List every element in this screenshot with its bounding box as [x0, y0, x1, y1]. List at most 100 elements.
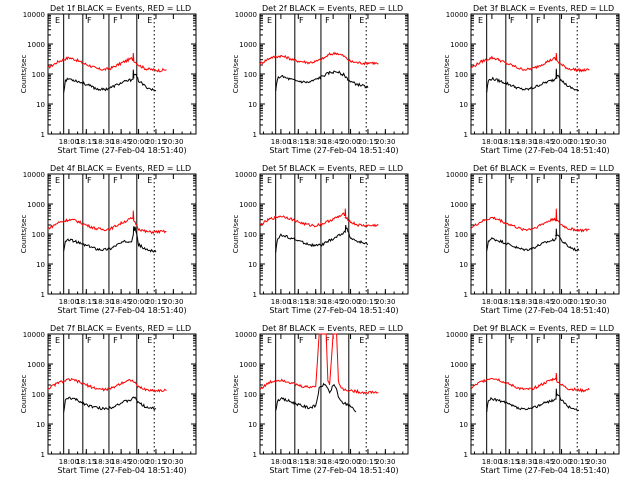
x-tick-label: 18:00 [271, 298, 291, 306]
flag-label: E [55, 336, 60, 345]
x-tick-label: 20:30 [586, 138, 606, 146]
y-tick-label: 10 [459, 421, 468, 429]
x-tick-label: 20:15 [569, 298, 589, 306]
x-tick-label: 18:15 [288, 138, 308, 146]
y-axis-label: Counts/sec [20, 215, 28, 254]
plot-frame [259, 173, 409, 295]
flag-label: E [478, 336, 483, 345]
y-tick-label: 1 [253, 451, 257, 459]
lld-series-line [259, 51, 379, 66]
flag-label: E [478, 176, 483, 185]
x-tick-label: 18:30 [306, 138, 326, 146]
y-tick-label: 1000 [239, 361, 257, 369]
y-tick-label: 1000 [450, 41, 468, 49]
x-tick-label: 20:15 [569, 458, 589, 466]
y-tick-label: 10 [248, 101, 257, 109]
flag-label: F [87, 176, 92, 185]
panel-title: Det 3f BLACK = Events, RED = LLD [473, 4, 614, 13]
y-tick-label: 100 [244, 71, 257, 79]
y-tick-label: 10 [459, 261, 468, 269]
y-tick-label: 10000 [23, 171, 45, 179]
flag-label: E [267, 16, 272, 25]
y-tick-label: 10000 [446, 331, 468, 339]
panel-4: 1 10 100 1000 10000 18:0018:1518:3018:4520:00… [20, 164, 197, 315]
y-tick-label: 10000 [235, 331, 257, 339]
y-tick-label: 1000 [27, 201, 45, 209]
events-series-line [486, 68, 579, 93]
events-series-line [275, 382, 357, 413]
x-tick-label: 20:00 [340, 298, 360, 306]
flag-label: E [478, 16, 483, 25]
y-tick-label: 100 [32, 71, 45, 79]
y-tick-label: 1000 [450, 361, 468, 369]
flag-label: F [113, 176, 118, 185]
x-tick-label: 20:15 [358, 138, 378, 146]
y-tick-label: 10 [36, 261, 45, 269]
y-tick-label: 10000 [446, 11, 468, 19]
x-tick-label: 18:45 [111, 138, 131, 146]
y-tick-label: 1000 [239, 201, 257, 209]
flag-label: E [55, 16, 60, 25]
x-tick-label: 18:45 [534, 458, 554, 466]
x-tick-label: 18:00 [271, 138, 291, 146]
y-tick-label: 1 [253, 131, 257, 139]
y-axis-label: Counts/sec [232, 375, 240, 414]
x-tick-label: 18:45 [323, 138, 343, 146]
x-tick-label: 20:15 [146, 458, 166, 466]
y-tick-label: 1000 [239, 41, 257, 49]
x-axis-label: Start Time (27-Feb-04 18:51:40) [480, 146, 609, 155]
y-tick-label: 100 [244, 231, 257, 239]
x-tick-label: 18:45 [534, 138, 554, 146]
events-series-line [486, 228, 580, 252]
y-tick-label: 100 [32, 231, 45, 239]
x-axis-label: Start Time (27-Feb-04 18:51:40) [480, 306, 609, 315]
x-tick-label: 20:30 [586, 298, 606, 306]
plot-frame [47, 13, 197, 135]
y-axis-label: Counts/sec [20, 375, 28, 414]
plot-frame [259, 13, 409, 135]
x-tick-label: 20:30 [586, 458, 606, 466]
x-axis-label: Start Time (27-Feb-04 18:51:40) [57, 146, 186, 155]
flag-label: E [267, 176, 272, 185]
plot-frame [47, 173, 197, 295]
flag-label: F [510, 176, 515, 185]
y-tick-label: 10 [459, 101, 468, 109]
flag-label: F [87, 16, 92, 25]
panel-title: Det 8f BLACK = Events, RED = LLD [262, 324, 403, 333]
x-tick-label: 18:30 [94, 458, 114, 466]
panel-2: 1 10 100 1000 10000 18:0018:1518:3018:4520:00… [232, 4, 409, 155]
y-axis-label: Counts/sec [232, 55, 240, 94]
x-tick-label: 18:15 [76, 458, 96, 466]
y-tick-label: 10 [36, 421, 45, 429]
panel-title: Det 2f BLACK = Events, RED = LLD [262, 4, 403, 13]
y-tick-label: 10000 [235, 171, 257, 179]
events-series-line [275, 224, 369, 253]
flag-label: F [510, 16, 515, 25]
events-series-line [275, 70, 369, 92]
flag-label: E [55, 176, 60, 185]
x-tick-label: 18:30 [517, 458, 537, 466]
lld-series-line [259, 333, 379, 395]
x-tick-label: 18:30 [94, 138, 114, 146]
y-tick-label: 10 [36, 101, 45, 109]
y-tick-label: 1000 [27, 361, 45, 369]
panel-title: Det 4f BLACK = Events, RED = LLD [50, 164, 191, 173]
x-tick-label: 18:45 [111, 458, 131, 466]
panel-title: Det 9f BLACK = Events, RED = LLD [473, 324, 614, 333]
panel-5: 1 10 100 1000 10000 18:0018:1518:3018:4520:00… [232, 164, 409, 315]
flag-label: E [359, 16, 364, 25]
flag-label: E [570, 336, 575, 345]
x-tick-label: 20:00 [128, 458, 148, 466]
flag-label: F [536, 16, 541, 25]
flag-label: E [570, 176, 575, 185]
lld-series-line [259, 208, 379, 228]
y-tick-label: 100 [455, 71, 468, 79]
y-tick-label: 10000 [23, 11, 45, 19]
flag-label: F [299, 336, 304, 345]
x-axis-label: Start Time (27-Feb-04 18:51:40) [269, 146, 398, 155]
y-tick-label: 1 [464, 291, 468, 299]
y-tick-label: 100 [244, 391, 257, 399]
y-tick-label: 100 [455, 391, 468, 399]
